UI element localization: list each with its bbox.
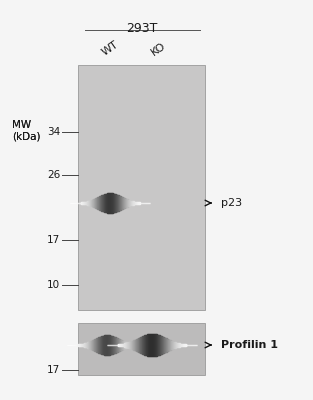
Text: WT: WT <box>100 40 120 58</box>
Text: MW
(kDa): MW (kDa) <box>12 120 40 142</box>
Text: Profilin 1: Profilin 1 <box>221 340 278 350</box>
Text: MW
(kDa): MW (kDa) <box>12 120 40 142</box>
Text: 10: 10 <box>47 280 60 290</box>
Text: p23: p23 <box>221 198 242 208</box>
Text: 293T: 293T <box>126 22 158 35</box>
Bar <box>78 65 205 310</box>
Text: 26: 26 <box>47 170 60 180</box>
Text: 17: 17 <box>47 365 60 375</box>
Text: KO: KO <box>149 41 167 58</box>
Text: 34: 34 <box>47 127 60 137</box>
Bar <box>78 323 205 375</box>
Text: 17: 17 <box>47 235 60 245</box>
